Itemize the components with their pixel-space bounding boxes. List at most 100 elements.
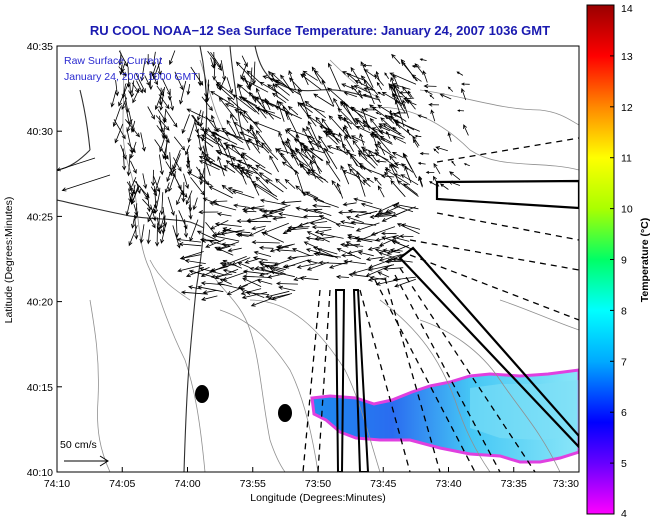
current-vector-arrow [180,251,204,260]
current-vector-arrow [280,152,296,173]
current-vector-arrow [433,148,439,154]
current-vector-arrow [381,210,406,222]
current-vector-arrow [183,173,189,190]
current-vector-arrow [306,261,329,271]
current-vector-arrow [160,224,167,244]
current-vector-arrow [325,160,341,182]
current-vector-arrow [309,147,325,154]
current-vector-arrow [261,231,284,243]
current-vector-arrow [255,176,275,196]
current-vector-arrow [312,198,339,208]
current-vector-arrow [343,91,358,98]
current-vector-arrow [200,281,226,286]
sst-patch-warm [470,380,579,440]
current-vector-arrow [235,61,256,83]
current-vector-arrow [150,204,157,222]
current-vector-arrow [136,80,143,94]
current-vector-arrow [236,83,243,99]
current-vector-arrow [377,140,386,156]
current-vector-arrow [210,264,232,272]
current-vector-arrow [218,137,229,158]
current-vector-arrow [261,142,279,161]
current-vector-arrow [275,245,289,250]
current-vector-arrow [261,209,284,218]
current-vector-arrow [159,86,165,111]
current-vector-arrow [114,80,120,97]
current-vector-arrow [400,58,417,82]
current-vector-arrow [317,139,331,163]
current-vector-arrow [185,145,190,156]
current-vector-arrow [248,137,261,154]
current-vector-arrow [271,293,290,301]
current-vector-arrow [439,93,452,100]
current-vector-arrow [306,114,332,132]
x-tick-label: 73:45 [370,478,396,490]
current-vector-arrow [380,117,395,131]
x-tick-label: 73:35 [501,478,527,490]
current-vector-arrow [205,239,225,248]
current-vector-arrow [210,51,222,69]
current-vector-arrow [205,115,219,133]
current-vector-arrow [159,154,164,176]
current-vector-arrow [419,58,427,61]
y-tick-label: 40:30 [27,126,53,138]
current-vector-arrow [358,162,372,174]
x-tick-label: 73:50 [305,478,331,490]
current-vector-arrow [362,179,371,187]
current-vector-arrow [188,195,193,212]
current-vector-arrow [173,157,182,172]
current-vector-arrow [321,79,335,107]
current-vector-arrow [355,222,380,232]
current-vector-arrow [255,129,272,152]
current-vector-arrow [154,88,164,111]
current-vector-arrow [348,272,369,278]
current-vector-arrow [112,106,122,128]
current-vector-arrow [423,84,437,89]
cross-shelf-transects [302,137,579,472]
current-vector-arrow [417,114,428,119]
current-vector-arrow [380,174,395,179]
current-vector-arrow [185,190,193,206]
current-vector-arrow [239,131,255,139]
current-vector-arrow [258,245,274,250]
current-vector-arrow [280,200,302,205]
current-vector-arrow [155,115,170,131]
current-vector-arrow [428,102,440,107]
current-vector-arrow [259,81,280,95]
current-vector-arrow [128,82,133,95]
current-vector-arrow [135,72,146,94]
colorbar-tick-label: 4 [621,508,627,519]
current-vector-arrow [388,83,396,94]
current-vector-arrow [240,63,248,80]
colorbar-tick-label: 11 [621,153,632,165]
current-vector-arrow [183,219,189,238]
buoy-marker [278,404,292,422]
current-vector-arrow [276,148,294,155]
current-vector-arrow [285,140,299,166]
current-vector-arrow [342,202,357,207]
current-vector-arrow [278,212,306,219]
current-vector-arrow [447,132,452,142]
current-vector-arrow [244,258,259,264]
current-vector-arrow [402,96,415,101]
current-vector-arrow [259,198,288,206]
current-vector-arrow [251,225,266,231]
current-vector-arrow [157,60,162,76]
current-vector-arrow [369,104,379,112]
current-vector-arrow [256,279,273,285]
current-vector-arrow [377,271,390,278]
current-vector-arrow [362,120,386,141]
current-vector-arrow [254,121,281,133]
current-vector-arrow [349,107,377,120]
current-vector-arrow [384,167,391,172]
current-vector-arrow [241,152,266,169]
current-vector-arrow [188,285,202,290]
current-vector-arrow [265,290,290,299]
current-vector-arrow [385,253,405,263]
current-vector-arrow [433,162,441,175]
current-vector-arrow [252,256,268,261]
current-vector-arrow [198,210,219,215]
current-vector-arrow [287,225,310,230]
current-vector-arrow [374,152,400,169]
y-axis-ticks: 40:35 40:30 40:25 40:20 40:15 40:10 [27,41,62,479]
